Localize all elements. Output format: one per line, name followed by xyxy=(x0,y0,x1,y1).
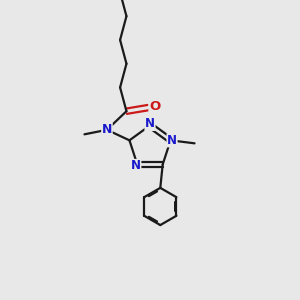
Text: N: N xyxy=(131,160,141,172)
Text: N: N xyxy=(102,123,112,136)
Text: O: O xyxy=(149,100,160,112)
Text: N: N xyxy=(167,134,177,147)
Text: N: N xyxy=(145,117,155,130)
